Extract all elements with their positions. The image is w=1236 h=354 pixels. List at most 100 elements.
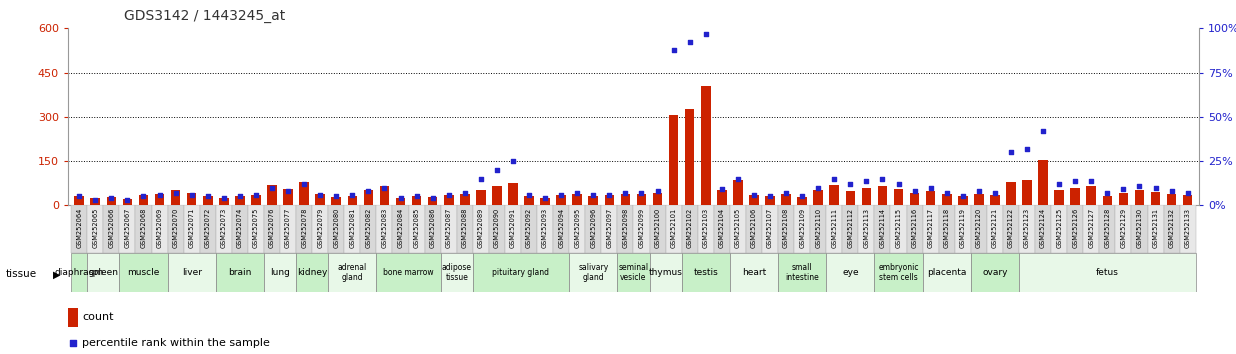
Bar	[926, 191, 936, 205]
Bar	[412, 196, 421, 205]
Text: GSM252069: GSM252069	[157, 208, 163, 248]
Bar	[489, 205, 506, 253]
Text: GSM252118: GSM252118	[944, 208, 949, 248]
Text: salivary
gland: salivary gland	[578, 263, 608, 282]
Bar	[524, 195, 534, 205]
Bar	[1018, 253, 1195, 292]
Text: GSM252092: GSM252092	[527, 208, 531, 248]
Text: GSM252072: GSM252072	[205, 208, 211, 248]
Bar	[476, 190, 486, 205]
Text: GSM252071: GSM252071	[189, 208, 195, 248]
Text: liver: liver	[182, 268, 201, 277]
Text: GSM252132: GSM252132	[1168, 208, 1174, 248]
Bar	[138, 195, 148, 205]
Bar	[281, 205, 297, 253]
Point	[776, 190, 796, 196]
Bar	[441, 205, 457, 253]
Point	[840, 181, 860, 187]
Point	[1049, 181, 1069, 187]
Text: GSM252096: GSM252096	[591, 208, 596, 248]
Text: GSM252079: GSM252079	[318, 208, 323, 248]
Text: GSM252105: GSM252105	[735, 208, 740, 248]
Bar	[845, 191, 855, 205]
Point	[69, 194, 89, 199]
Text: GSM252111: GSM252111	[832, 208, 837, 248]
Bar	[267, 185, 277, 205]
Bar	[473, 253, 570, 292]
Bar	[1067, 205, 1083, 253]
Bar	[745, 205, 761, 253]
Text: GDS3142 / 1443245_at: GDS3142 / 1443245_at	[124, 9, 284, 23]
Text: GSM252119: GSM252119	[960, 208, 965, 248]
Bar	[777, 253, 826, 292]
Bar	[1103, 195, 1112, 205]
Point	[567, 190, 587, 196]
Text: GSM252107: GSM252107	[768, 208, 772, 248]
Text: GSM252125: GSM252125	[1056, 208, 1062, 248]
Bar	[184, 205, 200, 253]
Bar	[1002, 205, 1018, 253]
Bar	[203, 196, 213, 205]
Bar	[345, 205, 361, 253]
Text: placenta: placenta	[927, 268, 967, 277]
Text: GSM252066: GSM252066	[109, 208, 115, 248]
Text: seminal
vesicle: seminal vesicle	[618, 263, 649, 282]
Text: GSM252126: GSM252126	[1072, 208, 1078, 248]
Bar	[717, 190, 727, 205]
Text: eye: eye	[842, 268, 859, 277]
Point	[616, 190, 635, 196]
Text: GSM252110: GSM252110	[816, 208, 821, 248]
Point	[1162, 188, 1182, 194]
Text: thymus: thymus	[649, 268, 682, 277]
Point	[198, 194, 218, 199]
Bar	[1018, 205, 1035, 253]
Bar	[729, 205, 745, 253]
Bar	[634, 205, 649, 253]
Text: GSM252120: GSM252120	[976, 208, 981, 248]
Bar	[152, 205, 168, 253]
Point	[182, 192, 201, 198]
Point	[262, 185, 282, 190]
Text: count: count	[82, 312, 114, 322]
Point	[921, 185, 941, 190]
Text: GSM252109: GSM252109	[800, 208, 805, 248]
Bar	[283, 189, 293, 205]
Bar	[697, 205, 713, 253]
Point	[632, 190, 651, 196]
Point	[664, 47, 684, 52]
Text: GSM252131: GSM252131	[1152, 208, 1158, 248]
Bar	[588, 195, 598, 205]
Text: GSM252067: GSM252067	[125, 208, 131, 248]
Text: pituitary gland: pituitary gland	[492, 268, 550, 277]
Point	[439, 192, 459, 198]
Bar	[653, 193, 662, 205]
Text: ovary: ovary	[983, 268, 1007, 277]
Bar	[444, 195, 454, 205]
Text: GSM252075: GSM252075	[253, 208, 258, 248]
Bar	[713, 205, 729, 253]
Point	[278, 188, 298, 194]
Point	[471, 176, 491, 182]
Bar	[1167, 194, 1177, 205]
Bar	[1115, 205, 1131, 253]
Point	[1178, 190, 1198, 196]
Point	[412, 227, 431, 233]
Bar	[570, 205, 586, 253]
Bar	[701, 86, 711, 205]
Bar	[586, 205, 602, 253]
Text: ▶: ▶	[53, 269, 61, 279]
Point	[1017, 146, 1037, 152]
Bar	[604, 195, 614, 205]
Bar	[460, 194, 470, 205]
Text: GSM252083: GSM252083	[382, 208, 387, 248]
Point	[985, 190, 1005, 196]
Text: GSM252108: GSM252108	[784, 208, 789, 248]
Point	[423, 195, 442, 201]
Text: GSM252116: GSM252116	[912, 208, 917, 248]
Bar	[777, 205, 794, 253]
Text: GSM252097: GSM252097	[607, 208, 612, 248]
Bar	[761, 205, 777, 253]
Bar	[570, 253, 618, 292]
Bar	[72, 253, 88, 292]
Bar	[938, 205, 954, 253]
